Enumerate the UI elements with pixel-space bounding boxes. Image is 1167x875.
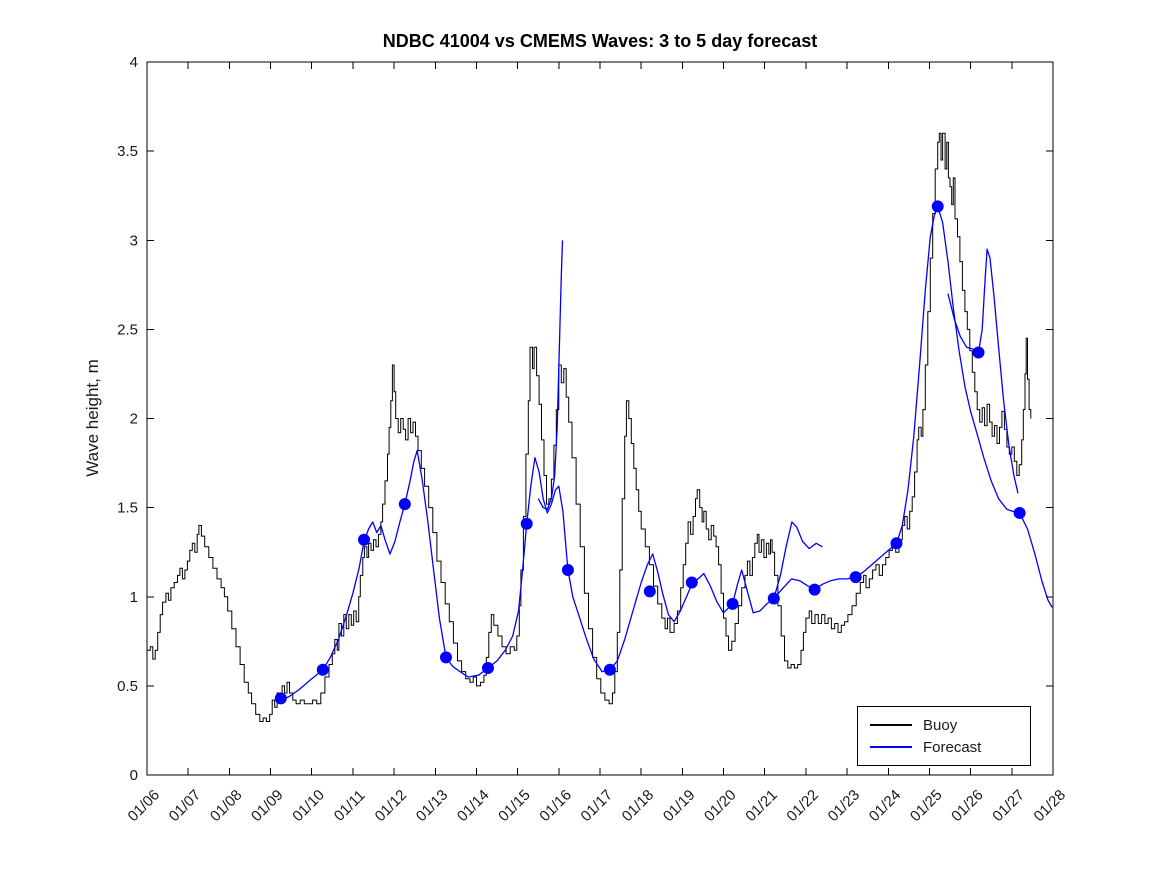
x-tick-label: 01/21 [742,787,781,826]
y-tick-label: 0 [130,767,138,784]
forecast-marker [849,571,862,584]
x-tick-label: 01/20 [701,787,740,826]
legend-entry-buoy: Buoy [870,718,1018,733]
y-tick-label: 0.5 [117,678,138,695]
forecast-marker [685,576,698,589]
forecast-marker [440,651,452,664]
forecast-marker [482,662,494,674]
chart-title: NDBC 41004 vs CMEMS Waves: 3 to 5 day fo… [382,31,818,51]
x-tick-label: 01/16 [536,787,575,826]
y-axis-label: Wave height, m [83,359,102,477]
forecast-marker [603,663,616,676]
legend-label-forecast: Forecast [923,738,982,756]
x-tick-label: 01/27 [989,787,1028,826]
x-tick-label: 01/22 [783,787,822,826]
x-tick-label: 01/14 [454,787,493,826]
x-tick-label: 01/07 [166,787,205,826]
legend-label-buoy: Buoy [923,716,958,734]
x-tick-label: 01/10 [289,787,328,826]
forecast-marker [726,597,739,610]
y-tick-label: 2 [130,411,138,428]
forecast-line-segment [773,521,823,599]
forecast-marker [358,533,370,546]
x-tick-label: 01/06 [125,787,164,826]
x-tick-label: 01/25 [907,787,946,826]
y-tick-label: 3.5 [117,143,138,160]
x-tick-label: 01/09 [248,787,287,826]
forecast-marker [520,517,533,530]
forecast-line-segment [537,240,564,511]
forecast-line-sample [870,746,912,748]
x-tick-label: 01/15 [495,787,534,826]
x-tick-label: 01/12 [372,787,411,826]
forecast-marker [890,537,903,550]
legend-entry-forecast: Forecast [870,740,1018,755]
forecast-marker [316,663,329,676]
forecast-marker [767,592,780,605]
forecast-marker [643,585,656,598]
x-tick-label: 01/13 [413,787,452,826]
x-tick-label: 01/28 [1031,787,1070,826]
forecast-line-segment [947,248,1019,494]
forecast-line-segment [280,205,1053,701]
y-tick-label: 1 [130,589,138,606]
x-tick-label: 01/19 [660,787,699,826]
forecast-marker [931,200,944,213]
forecast-marker [398,498,411,511]
legend-box: Buoy Forecast [857,706,1031,766]
x-tick-label: 01/11 [331,787,369,825]
forecast-marker [808,583,821,596]
x-tick-label: 01/26 [948,787,987,826]
buoy-line-sample [870,724,912,726]
forecast-marker [972,346,985,359]
y-tick-label: 3 [130,232,138,249]
x-tick-label: 01/23 [825,787,864,826]
x-tick-label: 01/18 [619,787,658,826]
y-tick-label: 4 [130,54,138,71]
buoy-line [147,132,1032,722]
x-tick-label: 01/17 [578,787,617,826]
y-tick-label: 1.5 [117,500,138,517]
x-tick-label: 01/08 [207,787,246,826]
x-tick-label: 01/24 [866,787,905,826]
forecast-marker [561,564,574,576]
forecast-marker [1013,507,1026,519]
y-tick-label: 2.5 [117,321,138,338]
forecast-marker [274,692,287,705]
